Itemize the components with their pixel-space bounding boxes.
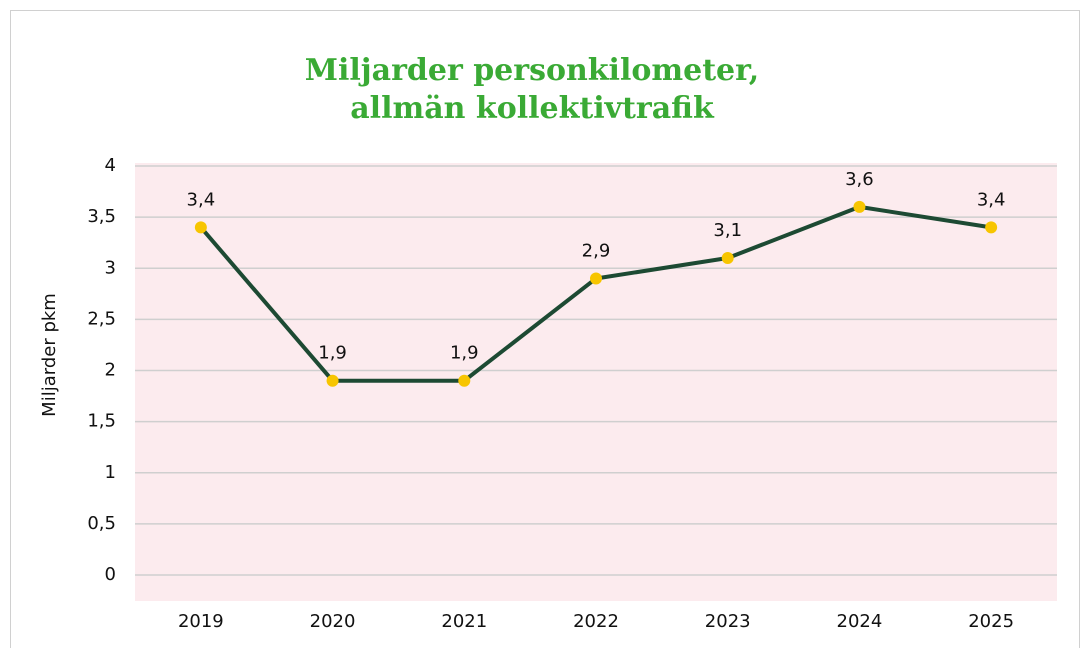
y-axis-label: Miljarder pkm: [39, 293, 60, 417]
data-label: 3,4: [187, 189, 216, 210]
x-tick-label: 2025: [968, 611, 1014, 632]
data-point: [590, 272, 602, 285]
y-tick-label: 3,5: [87, 206, 116, 227]
y-tick-label: 0: [105, 564, 116, 585]
data-point: [721, 252, 734, 265]
x-tick-label: 2022: [573, 611, 619, 632]
data-point: [194, 221, 207, 234]
y-tick-label: 3: [105, 257, 116, 278]
data-label: 3,1: [713, 220, 742, 241]
plot-area: [135, 163, 1057, 601]
y-tick-label: 1,5: [87, 411, 116, 432]
x-tick-label: 2019: [178, 611, 224, 632]
y-tick-label: 4: [105, 155, 116, 176]
y-tick-label: 0,5: [87, 513, 116, 534]
x-tick-label: 2023: [705, 611, 751, 632]
chart-title: allmän kollektivtrafik: [350, 91, 715, 126]
y-tick-label: 2,5: [87, 308, 116, 329]
data-label: 3,4: [977, 189, 1006, 210]
data-label: 2,9: [582, 240, 611, 261]
x-tick-label: 2020: [310, 611, 356, 632]
x-tick-label: 2024: [837, 611, 883, 632]
y-tick-label: 2: [105, 360, 116, 381]
data-point: [326, 374, 339, 387]
data-point: [985, 221, 998, 234]
x-tick-label: 2021: [441, 611, 487, 632]
chart-title: Miljarder personkilometer,: [305, 53, 759, 88]
y-tick-label: 1: [105, 462, 116, 483]
data-label: 1,9: [450, 343, 479, 364]
data-label: 1,9: [318, 343, 347, 364]
data-point: [458, 374, 471, 387]
data-label: 3,6: [845, 169, 874, 190]
data-point: [853, 200, 866, 213]
